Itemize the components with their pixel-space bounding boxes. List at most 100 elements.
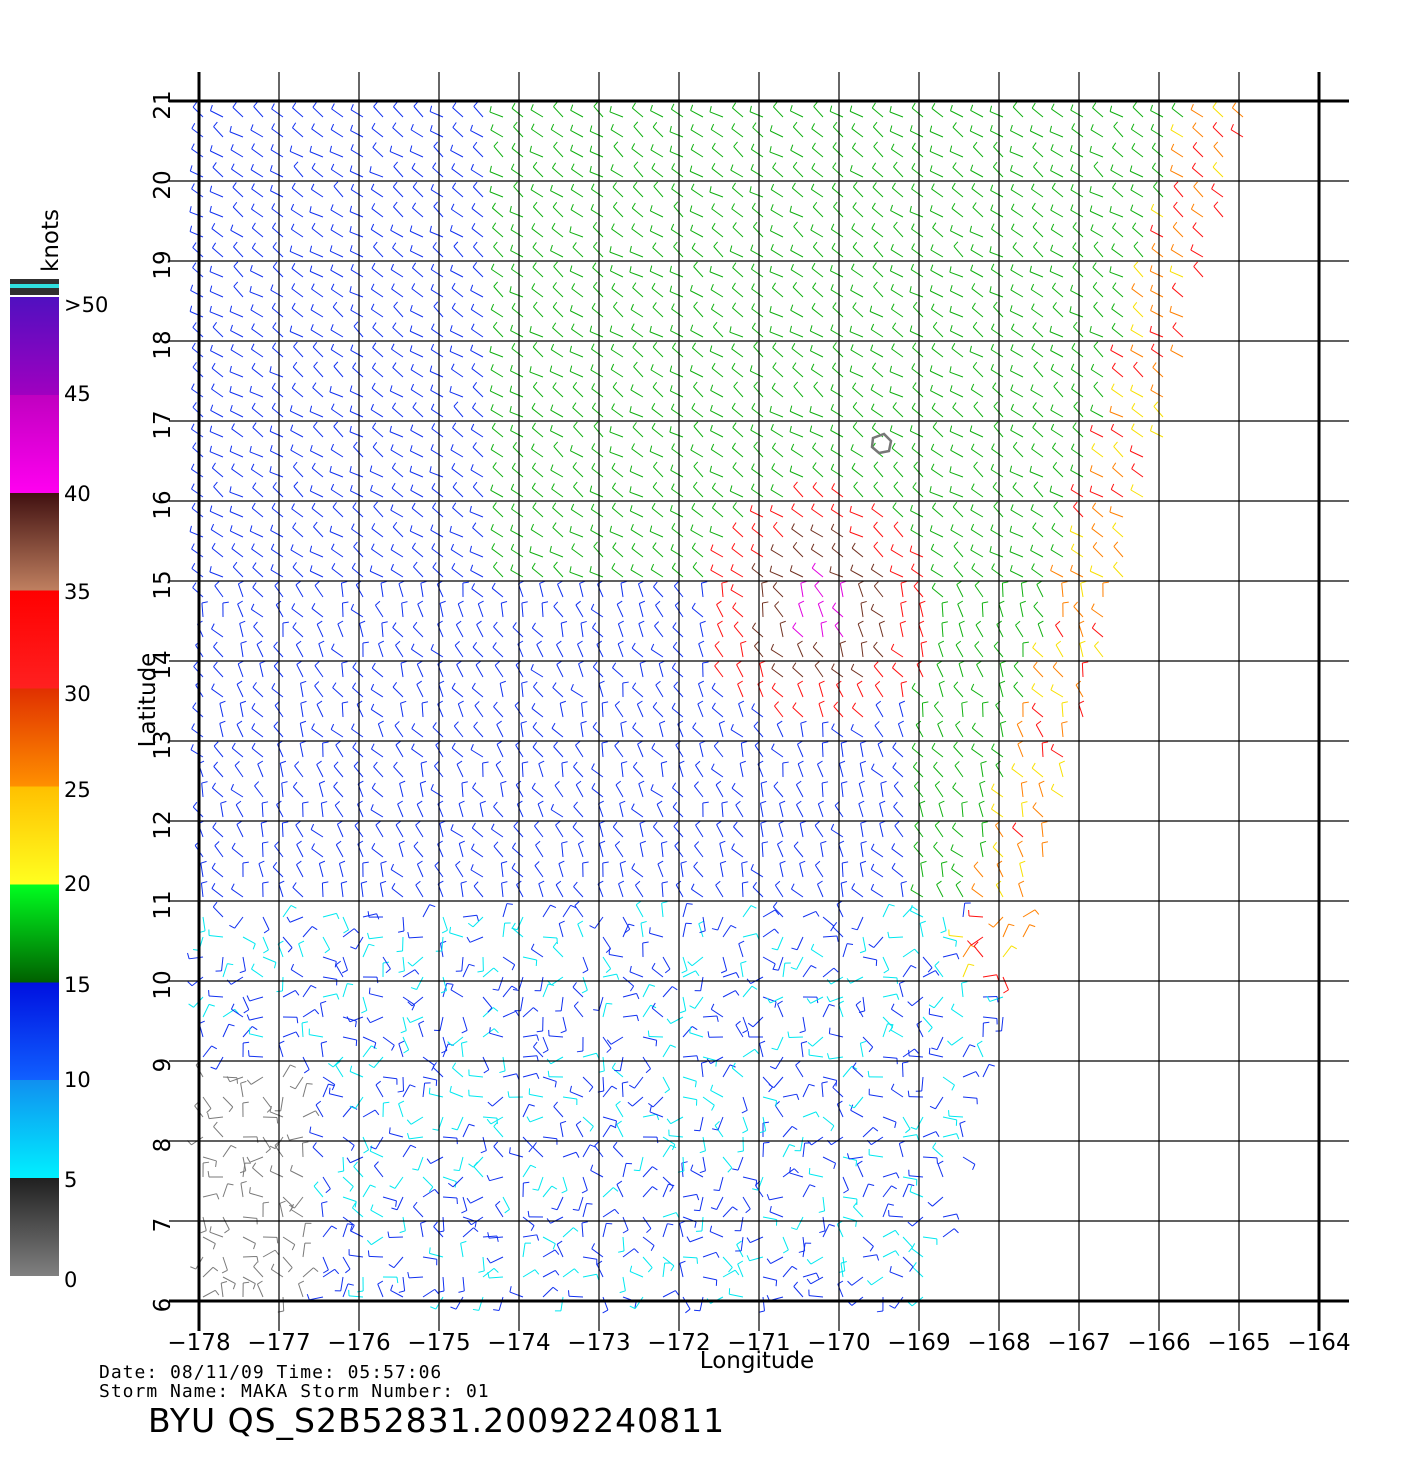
wind-barb-flag: [909, 1185, 913, 1192]
wind-barb-flag: [1133, 241, 1139, 247]
wind-barb: [890, 270, 904, 278]
wind-barb-flag: [611, 403, 615, 410]
wind-barb-flag: [914, 948, 919, 954]
wind-barb-flag: [347, 983, 354, 986]
wind-barb-flag: [811, 503, 815, 510]
wind-barb: [455, 624, 464, 638]
wind-barb-flag: [779, 800, 786, 804]
wind-barb-flag: [694, 781, 699, 787]
wind-barb-flag: [570, 904, 577, 909]
wind-barb-flag: [533, 1041, 538, 1048]
wind-barb: [232, 566, 244, 578]
wind-barb: [220, 1283, 224, 1298]
wind-barb-flag: [929, 525, 933, 532]
wind-barb: [296, 844, 304, 858]
wind-barb: [1113, 546, 1124, 558]
wind-barb: [492, 466, 504, 478]
wind-barb: [919, 803, 924, 818]
wind-barb-flag: [839, 760, 846, 764]
wind-barb-flag: [792, 702, 797, 708]
wind-barb-flag: [671, 702, 676, 709]
wind-barb-flag: [750, 863, 754, 870]
wind-barb: [891, 187, 904, 198]
wind-barb: [252, 427, 264, 438]
wind-barb-flag: [370, 683, 375, 690]
wind-barb-flag: [633, 1169, 640, 1172]
wind-barb: [590, 369, 604, 378]
wind-barb: [851, 467, 864, 478]
wind-barb-flag: [413, 841, 419, 847]
wind-barb-flag: [892, 742, 897, 748]
wind-barb: [471, 208, 484, 218]
wind-barb-flag: [350, 344, 354, 351]
wind-barb-flag: [390, 263, 394, 270]
wind-barb-flag: [211, 383, 215, 390]
wind-barb-flag: [570, 204, 574, 210]
wind-barb: [251, 608, 264, 618]
wind-barb: [456, 664, 464, 678]
wind-barb: [990, 369, 1004, 378]
wind-barb: [352, 747, 364, 758]
wind-barb-flag: [1110, 423, 1115, 430]
wind-barb-flag: [1092, 281, 1098, 288]
wind-barb-flag: [628, 923, 635, 927]
wind-barb: [662, 1212, 677, 1218]
wind-barb-flag: [647, 1030, 650, 1037]
wind-barb-flag: [1010, 323, 1015, 330]
wind-barb-flag: [1050, 783, 1055, 790]
wind-barb: [209, 431, 224, 438]
wind-barb: [792, 546, 804, 558]
wind-barb-flag: [652, 1186, 658, 1191]
wind-barb-flag: [291, 503, 295, 510]
wind-barb-flag: [656, 800, 663, 805]
wind-barb-flag: [1070, 204, 1074, 211]
wind-barb-flag: [590, 503, 595, 510]
wind-barb-flag: [431, 543, 436, 549]
wind-barb-flag: [370, 223, 375, 230]
wind-barb: [209, 290, 224, 298]
wind-barb-flag: [342, 601, 349, 604]
wind-barb-flag: [473, 721, 478, 727]
wind-barb: [691, 408, 704, 418]
wind-barb: [991, 228, 1004, 238]
wind-barb-flag: [1192, 222, 1197, 228]
wind-barb: [349, 1016, 364, 1023]
wind-barb-flag: [212, 322, 217, 328]
wind-barb-flag: [278, 880, 285, 885]
wind-barb-flag: [552, 201, 558, 208]
wind-barb: [382, 1076, 397, 1080]
wind-barb: [874, 725, 884, 738]
wind-barb: [860, 823, 864, 838]
wind-barb: [968, 915, 984, 918]
wind-barb-flag: [591, 782, 596, 789]
wind-barb: [1131, 288, 1144, 298]
wind-barb: [791, 348, 804, 358]
wind-barb-flag: [952, 782, 957, 788]
wind-barb-flag: [462, 581, 469, 584]
wind-barb: [502, 1010, 516, 1018]
wind-barb: [651, 287, 664, 298]
wind-barb: [932, 326, 944, 338]
wind-barb: [573, 1005, 584, 1018]
wind-barb-flag: [709, 525, 712, 532]
wind-barb-flag: [1021, 801, 1028, 804]
wind-barb: [609, 954, 624, 958]
wind-barb: [212, 247, 224, 258]
wind-barb-flag: [1112, 522, 1117, 528]
wind-barb-flag: [990, 184, 994, 191]
wind-barb: [452, 486, 464, 498]
wind-barb: [809, 1054, 824, 1058]
wind-barb-flag: [433, 1221, 438, 1227]
wind-barb-flag: [752, 1188, 759, 1191]
wind-barb: [313, 426, 324, 438]
wind-barb: [830, 329, 844, 338]
wind-barb-flag: [472, 481, 478, 488]
wind-barb-flag: [211, 1045, 218, 1050]
wind-barb-flag: [1150, 203, 1155, 210]
wind-barb: [581, 703, 584, 718]
wind-barb: [1091, 528, 1104, 538]
wind-barb: [311, 167, 324, 178]
wind-barb: [1050, 209, 1064, 218]
wind-barb-flag: [590, 524, 594, 531]
wind-barb-flag: [532, 742, 538, 748]
